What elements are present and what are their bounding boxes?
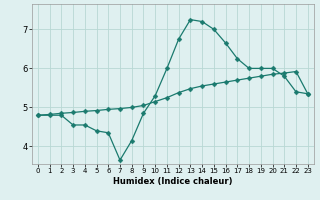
X-axis label: Humidex (Indice chaleur): Humidex (Indice chaleur) xyxy=(113,177,233,186)
